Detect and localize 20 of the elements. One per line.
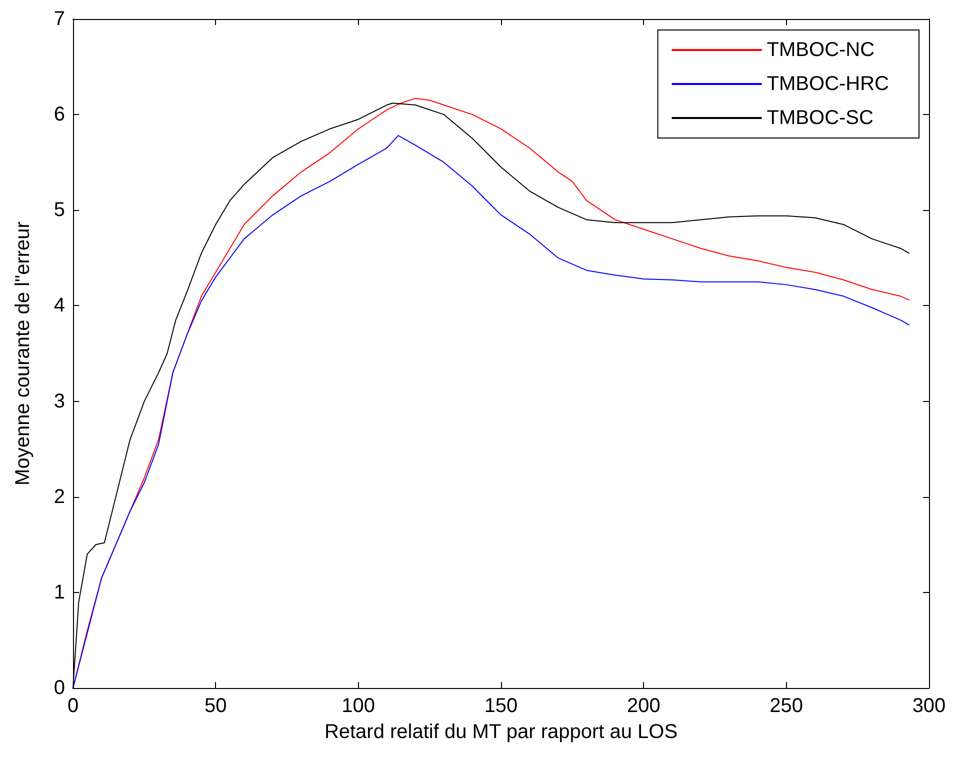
- y-tick-label: 2: [54, 486, 65, 508]
- x-axis-title: Retard relatif du MT par rapport au LOS: [324, 721, 678, 743]
- y-tick-label: 3: [54, 390, 65, 412]
- x-tick-label: 0: [67, 695, 79, 717]
- legend-label: TMBOC-SC: [766, 107, 874, 129]
- x-tick-label: 250: [770, 695, 804, 717]
- x-tick-label: 300: [912, 695, 946, 717]
- y-tick-label: 6: [54, 104, 65, 126]
- x-tick-label: 200: [626, 695, 660, 717]
- legend-label: TMBOC-NC: [766, 39, 875, 61]
- x-tick-label: 150: [484, 695, 518, 717]
- legend-label: TMBOC-HRC: [766, 73, 890, 95]
- x-tick-label: 50: [204, 695, 227, 717]
- x-tick-label: 100: [342, 695, 376, 717]
- y-tick-label: 7: [54, 8, 65, 30]
- y-tick-label: 5: [54, 199, 65, 222]
- y-tick-label: 0: [54, 677, 65, 699]
- y-axis-title: Moyenne courante de l"erreur: [12, 221, 34, 486]
- y-tick-label: 1: [54, 581, 65, 604]
- y-tick-label: 4: [54, 294, 65, 317]
